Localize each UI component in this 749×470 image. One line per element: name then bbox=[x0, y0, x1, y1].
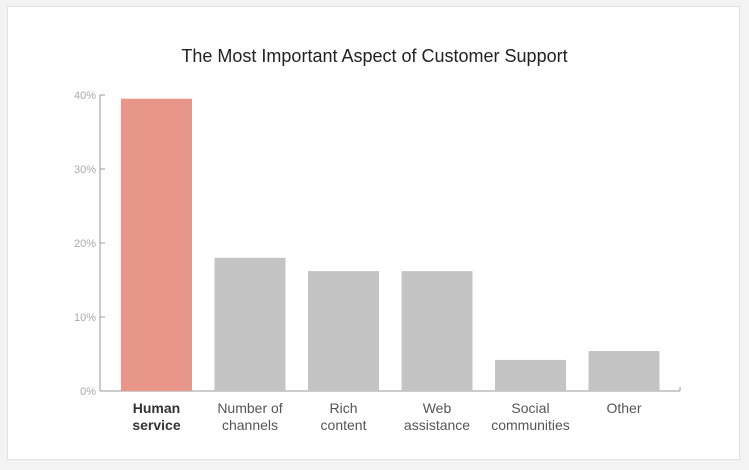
bar bbox=[121, 98, 192, 391]
category-label: assistance bbox=[404, 417, 470, 433]
bar bbox=[588, 351, 660, 391]
chart-title: The Most Important Aspect of Customer Su… bbox=[181, 46, 568, 66]
category-label: Human bbox=[133, 400, 180, 416]
y-tick-label: 10% bbox=[74, 312, 96, 324]
bar bbox=[495, 359, 566, 391]
y-tick-label: 40% bbox=[74, 90, 96, 102]
bar bbox=[401, 271, 473, 391]
category-label: Number of bbox=[217, 400, 282, 416]
y-tick-label: 0% bbox=[80, 386, 96, 398]
category-label: Web bbox=[423, 400, 452, 416]
category-label: Social bbox=[511, 400, 549, 416]
category-label: channels bbox=[222, 417, 278, 433]
category-label: Rich bbox=[329, 400, 357, 416]
category-label: content bbox=[321, 417, 367, 433]
y-tick-label: 20% bbox=[74, 238, 96, 250]
bar bbox=[308, 271, 379, 391]
category-label: service bbox=[132, 417, 180, 433]
bar bbox=[214, 257, 286, 391]
y-tick-label: 30% bbox=[74, 164, 96, 176]
category-label: Other bbox=[606, 400, 641, 416]
category-label: communities bbox=[491, 417, 570, 433]
